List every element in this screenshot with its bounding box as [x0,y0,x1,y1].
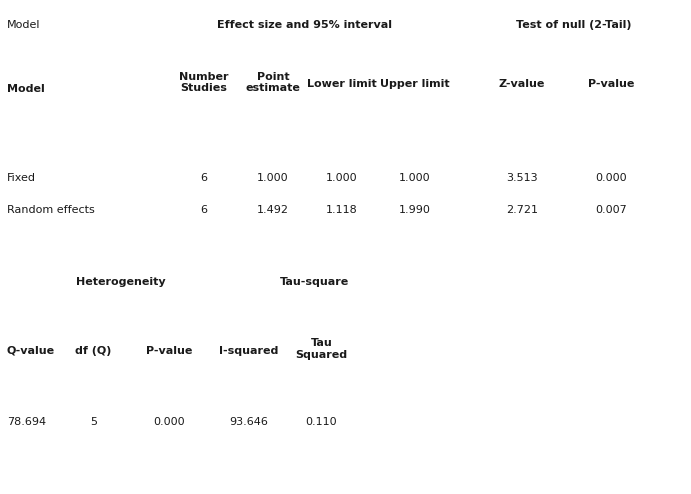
Text: 0.000: 0.000 [596,173,627,183]
Text: 1.000: 1.000 [399,173,430,183]
Text: 3.513: 3.513 [506,173,538,183]
Text: Heterogeneity: Heterogeneity [76,277,166,287]
Text: 93.646: 93.646 [229,417,268,427]
Text: Lower limit: Lower limit [307,79,377,89]
Text: 1.000: 1.000 [257,173,289,183]
Text: I-squared: I-squared [219,346,278,356]
Text: Fixed: Fixed [7,173,36,183]
Text: 2.721: 2.721 [506,205,538,215]
Text: 78.694: 78.694 [7,417,46,427]
Text: Upper limit: Upper limit [380,79,449,89]
Text: 1.492: 1.492 [257,205,289,215]
Text: Model: Model [7,20,40,30]
Text: 1.000: 1.000 [326,173,358,183]
Text: Effect size and 95% interval: Effect size and 95% interval [216,20,392,30]
Text: Test of null (2-Tail): Test of null (2-Tail) [515,20,632,30]
Text: 0.000: 0.000 [153,417,185,427]
Text: 5: 5 [90,417,97,427]
Text: Z-value: Z-value [498,79,545,89]
Text: 6: 6 [200,173,207,183]
Text: P-value: P-value [146,346,193,356]
Text: 6: 6 [200,205,207,215]
Text: 1.118: 1.118 [326,205,358,215]
Text: df (Q): df (Q) [75,346,111,356]
Text: Point
estimate: Point estimate [245,72,301,93]
Text: 1.990: 1.990 [399,205,430,215]
Text: Q-value: Q-value [7,346,55,356]
Text: Number
Studies: Number Studies [179,72,229,93]
Text: 0.007: 0.007 [596,205,627,215]
Text: Tau
Squared: Tau Squared [295,338,348,360]
Text: Model: Model [7,84,45,94]
Text: P-value: P-value [588,79,635,89]
Text: 0.110: 0.110 [305,417,337,427]
Text: Tau-square: Tau-square [280,277,349,287]
Text: Random effects: Random effects [7,205,95,215]
